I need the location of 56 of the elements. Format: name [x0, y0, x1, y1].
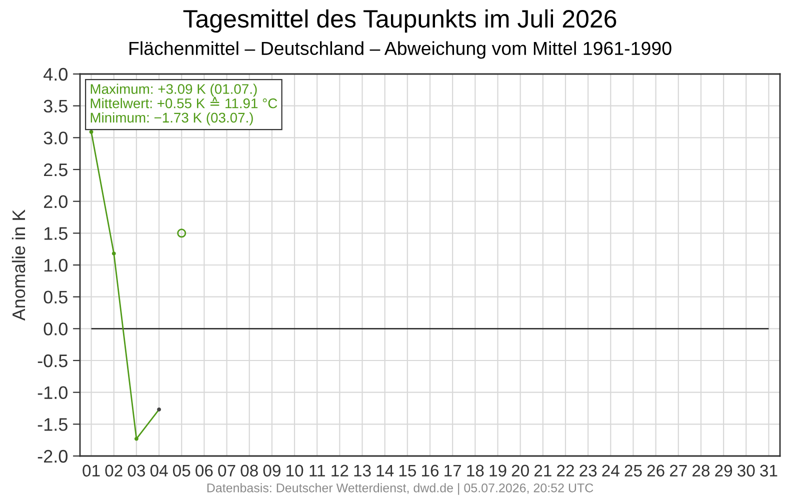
y-tick-label: 0.0	[44, 322, 68, 336]
point	[134, 436, 138, 441]
point	[89, 130, 94, 134]
annotation: Mittelwert: +0.55 K ≙ 11.91 °C	[90, 96, 278, 108]
y-tick-label: -0.5	[38, 354, 68, 368]
x-tick-label: 28	[692, 464, 710, 477]
x-tick-label: 05	[172, 464, 190, 477]
x-tick-label: 29	[715, 464, 732, 477]
x-tick-label: 02	[105, 464, 122, 477]
y-tick-label: -1.0	[38, 386, 68, 400]
x-tick-label: 07	[218, 464, 236, 477]
x-tick-label: 15	[399, 464, 416, 477]
x-tick-label: 09	[263, 464, 280, 477]
x-tick-label: 22	[557, 464, 574, 476]
y-tick-label: -1.5	[38, 418, 68, 431]
x-tick-label: 13	[354, 464, 371, 477]
x-tick-label: 24	[602, 464, 620, 476]
x-tick-label: 12	[332, 464, 348, 476]
y-tick-label: 2.0	[44, 195, 68, 208]
x-tick-label: 03	[128, 464, 145, 477]
x-tick-label: 30	[737, 464, 755, 477]
x-tick-label: 17	[444, 464, 462, 476]
y-tick-label: -2.0	[38, 450, 68, 463]
point	[177, 228, 186, 238]
x-tick-label: 25	[624, 464, 642, 477]
x-tick-label: 26	[647, 464, 664, 477]
point	[157, 408, 161, 412]
y-tick-label: 0.5	[44, 290, 68, 304]
x-tick-label: 01	[82, 464, 100, 477]
y-tick-label: 4.0	[44, 68, 68, 81]
x-tick-label: 11	[310, 464, 325, 476]
x-tick-label: 08	[240, 464, 258, 477]
y-tick-label: 1.0	[44, 258, 68, 272]
x-tick-label: 19	[490, 464, 506, 477]
y-tick-label: 3.5	[44, 100, 68, 113]
x-tick-label: 27	[670, 464, 687, 476]
text: Datenbasis: Deutscher Wetterdienst, dwd.de | 05.07.2026, 20:52 UTC	[207, 483, 594, 495]
x-tick-label: 14	[376, 464, 394, 476]
x-tick-label: 06	[196, 464, 213, 477]
x-tick-label: 18	[467, 464, 484, 477]
y-tick-label: 2.5	[44, 163, 68, 176]
chart-title: Tagesmittel des Taupunkts im Juli 2026	[183, 9, 616, 33]
point	[112, 252, 116, 256]
x-tick-label: 21	[534, 464, 552, 476]
chart-subtitle: Flächenmittel – Deutschland – Abweichung vom Mittel 1961-1990	[130, 41, 672, 59]
y-tick-label: 3.0	[44, 132, 68, 144]
annotation: Minimum: −1.73 K (03.07.)	[90, 112, 253, 126]
annotation: Maximum: +3.09 K (01.07.)	[90, 84, 257, 97]
x-tick-label: 23	[580, 464, 597, 477]
x-tick-label: 04	[150, 464, 168, 477]
x-tick-label: 10	[286, 464, 304, 477]
x-tick-label: 31	[760, 464, 778, 477]
y-axis-title: Anomalie in K	[12, 210, 26, 321]
x-tick-label: 16	[422, 464, 439, 477]
y-tick-label: 1.5	[44, 227, 68, 240]
x-tick-label: 20	[512, 464, 529, 477]
